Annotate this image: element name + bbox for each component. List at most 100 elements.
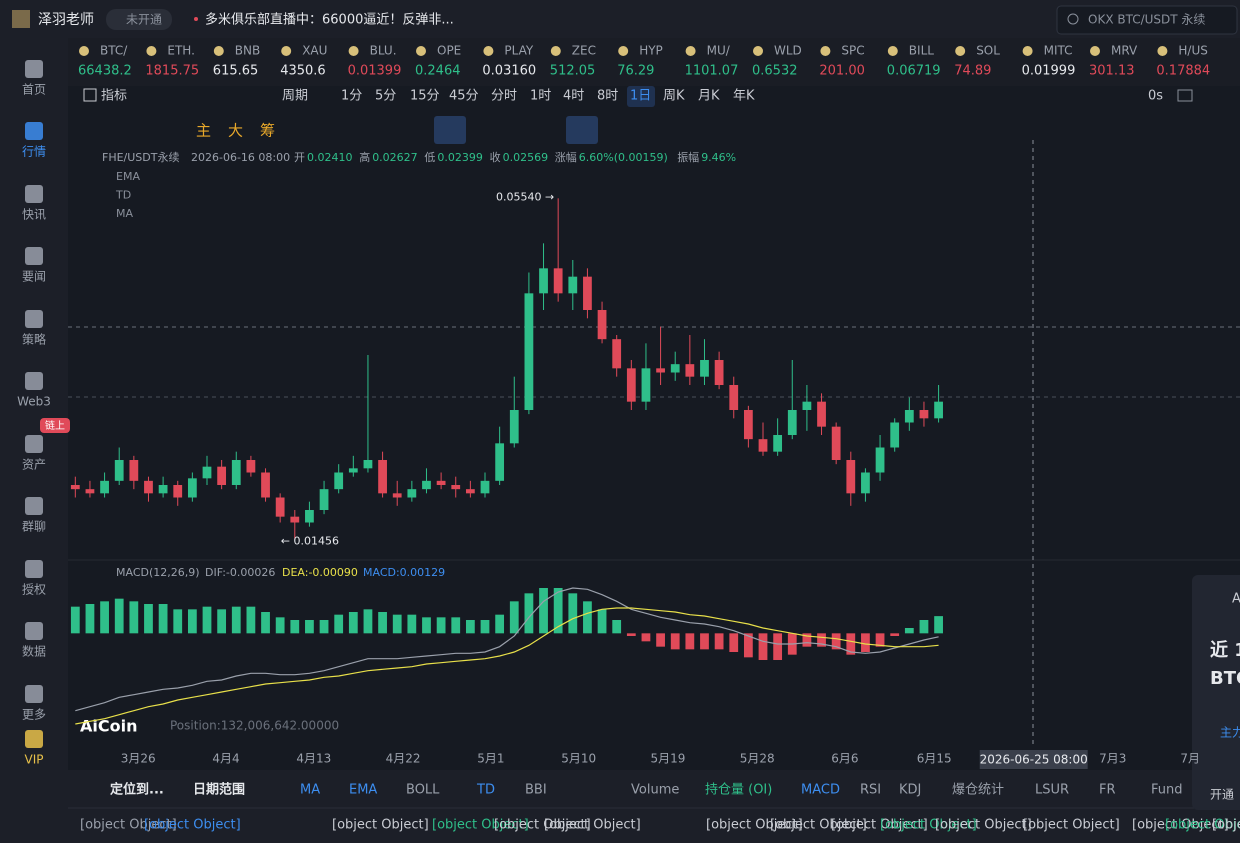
date-range-button[interactable]: 日期范围 [193,782,245,798]
interval[interactable]: 1分 [341,89,362,104]
status-item[interactable]: [object Object] [1132,818,1229,833]
ticker-price[interactable]: 0.06719 [887,64,941,79]
nav-item[interactable]: 数据 [22,644,46,659]
nav-item[interactable]: 首页 [22,83,46,97]
status-item[interactable]: [object Object] [432,818,529,833]
nav-item[interactable]: 快讯 [22,208,46,222]
indicator-tab[interactable]: EMA [349,783,377,798]
indicator-tab[interactable]: FR [1099,783,1116,798]
status-item[interactable]: [object Object] [706,818,803,833]
ticker-price[interactable]: 0.2464 [415,64,461,79]
nav-item[interactable]: 授权 [22,582,46,597]
tool-active[interactable] [434,116,466,144]
ticker-name[interactable]: SOL [976,44,1000,58]
nav-icon[interactable] [25,60,43,78]
nav-icon[interactable] [25,435,43,453]
ticker-name[interactable]: ETH. [167,44,195,58]
indicator-name[interactable]: EMA [116,170,140,183]
timer[interactable]: 0s [1148,89,1163,104]
indicator-tab[interactable]: KDJ [899,783,921,798]
status-item[interactable]: [object Object] [332,818,429,833]
ticker-name[interactable]: BILL [909,44,934,58]
ticker-price[interactable]: 1815.75 [145,64,199,79]
search-box[interactable] [1056,5,1238,35]
ticker-price[interactable]: 201.00 [819,64,865,79]
ticker-name[interactable]: OPE [437,44,461,58]
status-item[interactable]: [object Object] [1165,818,1240,833]
indicator-tab[interactable]: BOLL [406,783,440,798]
nav-icon[interactable] [25,185,43,203]
interval[interactable]: 4时 [563,89,584,104]
ticker-price[interactable]: 76.29 [617,64,654,79]
ticker-name[interactable]: BLU. [370,44,397,58]
draw-tool[interactable]: 筹 [260,122,275,140]
ticker-price[interactable]: 4350.6 [280,64,326,79]
ticker-price[interactable]: 0.6532 [752,64,798,79]
indicator-tab[interactable]: RSI [860,783,881,798]
indicator-name[interactable]: TD [115,189,131,202]
period-button[interactable]: 周期 [282,89,308,104]
nav-icon[interactable] [25,247,43,265]
nav-icon[interactable] [25,122,43,140]
ticker-price[interactable]: 615.65 [213,64,258,79]
ticker-price[interactable]: 301.13 [1089,64,1135,79]
nav-item[interactable]: 策略 [22,332,46,347]
status-item[interactable]: [object Object] [1212,818,1240,833]
ticker-name[interactable]: SPC [841,44,864,58]
locate-button[interactable]: 定位到... [109,782,164,798]
indicator-tab[interactable]: LSUR [1035,783,1069,798]
status-item[interactable]: [object Object] [1023,818,1120,833]
ticker-name[interactable]: ZEC [572,44,596,58]
indicator-tab[interactable]: 爆仓统计 [952,783,1004,798]
search-text[interactable]: OKX BTC/USDT 永续 [1088,13,1205,27]
badge-bg[interactable] [106,9,172,30]
ticker-name[interactable]: HYP [639,44,663,58]
ticker-name[interactable]: WLD [774,44,802,58]
indicator-tab[interactable]: MA [300,783,320,798]
ticker-name[interactable]: PLAY [504,44,533,58]
interval[interactable]: 8时 [597,89,618,104]
ticker-name[interactable]: MU/ [707,44,731,58]
status-item[interactable]: [object Object] [494,818,591,833]
indicator-tab[interactable]: BBI [525,783,547,798]
interval[interactable]: 5分 [375,89,396,104]
ticker-price[interactable]: 1101.07 [685,64,739,79]
indicator-button[interactable]: 指标 [101,89,127,104]
draw-tool[interactable]: 大 [228,122,243,140]
status-item[interactable]: [object Object] [80,818,177,833]
status-item[interactable]: [object Object] [935,818,1032,833]
nav-item[interactable]: 行情 [22,145,46,159]
popup-button[interactable]: 主力 [1220,726,1240,740]
nav-icon[interactable] [25,622,43,640]
ticker-name[interactable]: XAU [302,44,327,58]
nav-item[interactable]: Web3 [17,395,51,409]
indicator-tab[interactable]: TD [476,783,495,798]
ticker-name[interactable]: BNB [235,44,260,58]
status-item[interactable]: [object Object] [544,818,641,833]
ticker-price[interactable]: 0.01399 [348,64,402,79]
nav-icon[interactable] [25,497,43,515]
indicator-tab[interactable]: Volume [631,783,679,798]
nav-item[interactable]: 要闻 [22,270,46,284]
status-item[interactable]: [object Object] [880,818,977,833]
nav-item[interactable]: 群聊 [22,520,46,534]
status-item[interactable]: [object Object] [144,818,241,833]
ticker-price[interactable]: 74.89 [954,64,991,79]
status-item[interactable]: [object Object] [770,818,867,833]
ticker-price[interactable]: 0.03160 [482,64,536,79]
interval[interactable]: 1日 [630,89,651,104]
ticker-price[interactable]: 66438.2 [78,64,132,79]
ticker-price[interactable]: 0.01999 [1022,64,1076,79]
ticker-name[interactable]: MRV [1111,44,1138,58]
nav-icon[interactable] [25,685,43,703]
tool-active[interactable] [566,116,598,144]
interval[interactable]: 周K [663,89,685,104]
nav-item[interactable]: 更多 [22,708,46,722]
popup-footer[interactable]: 开通 [1210,788,1234,802]
interval[interactable]: 月K [698,89,720,104]
camera-icon[interactable] [1177,89,1193,102]
nav-icon[interactable] [25,372,43,390]
nav-icon[interactable] [25,730,43,748]
interval[interactable]: 分时 [491,89,517,104]
interval[interactable]: 15分 [410,89,440,104]
